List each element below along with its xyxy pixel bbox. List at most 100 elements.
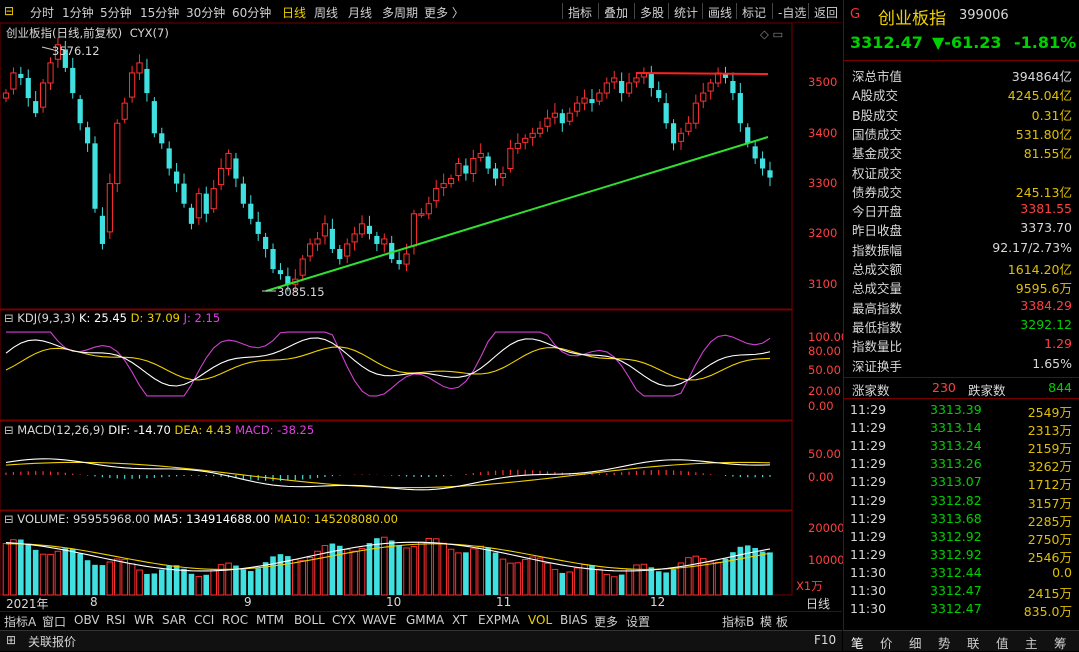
tool-4-button[interactable]: 画线: [708, 6, 733, 20]
indicator-tab-2[interactable]: OBV: [74, 613, 100, 627]
tool-2-button[interactable]: 多股: [640, 6, 665, 20]
candle-body: [418, 213, 425, 216]
indicator-tab-9[interactable]: BOLL: [294, 613, 325, 627]
indicator-tab-5[interactable]: SAR: [162, 613, 187, 627]
indicator-tab-6[interactable]: CCI: [194, 613, 215, 627]
period-0-button[interactable]: 分时: [30, 6, 55, 20]
kdj-d-line: [5, 346, 771, 381]
volume-bar: [366, 543, 373, 595]
detail-tab-3[interactable]: 势: [938, 636, 951, 651]
index-code: 399006: [959, 8, 1009, 23]
stat-label: 今日开盘: [852, 204, 903, 220]
stat-value: 531.80亿: [1015, 126, 1072, 142]
link-icon[interactable]: ⊞: [6, 633, 17, 647]
tool-1-button[interactable]: 叠加: [604, 6, 629, 20]
kdj-j-line: [6, 331, 771, 397]
index-name: 创业板指: [878, 9, 946, 29]
indicator-b-tab-0[interactable]: 指标B: [722, 615, 755, 629]
indicator-tab-17[interactable]: 更多: [594, 615, 619, 629]
detail-tab-4[interactable]: 联: [967, 636, 980, 651]
indicator-tab-7[interactable]: ROC: [222, 613, 249, 627]
stat-row: 指数振幅 92.17/2.73%: [844, 239, 1079, 258]
period-5-button[interactable]: 60分钟: [232, 6, 272, 20]
indicator-tab-18[interactable]: 设置: [626, 615, 651, 629]
indicator-tab-10[interactable]: CYX: [332, 613, 356, 627]
candle-body: [263, 236, 269, 249]
tool-0-button[interactable]: 指标: [568, 6, 593, 20]
period-6-button[interactable]: 日线: [282, 6, 307, 20]
detail-tab-7[interactable]: 筹: [1054, 636, 1067, 651]
f10-button[interactable]: F10: [814, 633, 837, 647]
candle-body: [677, 132, 685, 142]
indicator-tab-11[interactable]: WAVE: [362, 613, 397, 627]
indicator-tab-14[interactable]: EXPMA: [478, 613, 520, 627]
indicator-tab-16[interactable]: BIAS: [560, 613, 588, 627]
indicator-tab-13[interactable]: XT: [452, 613, 468, 627]
tick-row[interactable]: 11:29 3313.39 2549万: [844, 402, 1079, 420]
candle-body: [529, 132, 536, 138]
volume-bar: [425, 537, 433, 596]
period-4-button[interactable]: 30分钟: [186, 6, 226, 20]
tool-7-button[interactable]: 返回: [814, 6, 839, 20]
detail-tab-0[interactable]: 笔: [851, 636, 864, 651]
indicator-tab-15[interactable]: VOL: [528, 613, 553, 627]
chart-title: 创业板指(日线,前复权) CYX(7): [6, 25, 169, 41]
tool-6-button[interactable]: -自选: [778, 6, 807, 20]
tick-row[interactable]: 11:30 3312.47 835.0万: [844, 601, 1079, 619]
tool-5-button[interactable]: 标记: [742, 6, 767, 20]
indicator-b-tab-2[interactable]: 板: [776, 615, 789, 629]
tool-3-button[interactable]: 统计: [674, 6, 699, 20]
candle-body: [18, 73, 24, 78]
tick-row[interactable]: 11:30 3312.47 2415万: [844, 583, 1079, 601]
volume-bar: [470, 548, 477, 596]
macd-legend: ⊟ MACD(12,26,9) DIF: -14.70 DEA: 4.43 MA…: [4, 423, 314, 437]
kdj-lines: [5, 331, 771, 397]
tick-row[interactable]: 11:29 3313.26 3262万: [844, 456, 1079, 474]
macd-collapse-icon[interactable]: ⊟: [4, 423, 14, 437]
tick-row[interactable]: 11:30 3312.44 0.0: [844, 565, 1079, 583]
volume-bar: [329, 543, 336, 595]
tick-row[interactable]: 11:29 3313.07 1712万: [844, 474, 1079, 492]
detail-tab-2[interactable]: 细: [909, 636, 922, 651]
period-10-button[interactable]: 更多 〉: [424, 6, 464, 20]
resistance-trendline[interactable]: [635, 72, 769, 75]
tick-volume: 2750万: [1027, 531, 1072, 547]
indicator-tab-3[interactable]: RSI: [106, 613, 126, 627]
indicator-tab-8[interactable]: MTM: [256, 613, 285, 627]
toolbar-separator: [668, 3, 669, 19]
tick-row[interactable]: 11:29 3313.24 2159万: [844, 438, 1079, 456]
period-7-button[interactable]: 周线: [314, 6, 339, 20]
volume-bar: [573, 567, 581, 596]
volume-bar: [455, 552, 462, 596]
period-3-button[interactable]: 15分钟: [140, 6, 180, 20]
support-trendline[interactable]: [265, 136, 769, 292]
candle-body: [381, 238, 388, 245]
period-8-button[interactable]: 月线: [348, 6, 373, 20]
kdj-collapse-icon[interactable]: ⊟: [4, 311, 14, 325]
kline-chart[interactable]: [0, 23, 842, 613]
indicator-tab-0[interactable]: 指标A: [4, 615, 37, 629]
detail-tab-5[interactable]: 值: [996, 636, 1009, 651]
candle-body: [374, 235, 380, 244]
x-axis-label: 2021年: [6, 597, 49, 611]
chart-settings-icons[interactable]: ◇ ▭: [760, 27, 784, 41]
tick-row[interactable]: 11:29 3312.82 3157万: [844, 493, 1079, 511]
period-1-button[interactable]: 1分钟: [62, 6, 94, 20]
indicator-tab-1[interactable]: 窗口: [42, 615, 67, 629]
detail-tab-1[interactable]: 价: [880, 636, 893, 651]
tick-row[interactable]: 11:29 3312.92 2546万: [844, 547, 1079, 565]
period-2-button[interactable]: 5分钟: [100, 6, 132, 20]
tick-row[interactable]: 11:29 3313.68 2285万: [844, 511, 1079, 529]
detail-tab-6[interactable]: 主: [1025, 636, 1038, 651]
volume-collapse-icon[interactable]: ⊟: [4, 512, 14, 526]
indicator-tab-12[interactable]: GMMA: [406, 613, 445, 627]
expand-icon[interactable]: ⊟: [4, 4, 15, 18]
toolbar-separator: [736, 3, 737, 19]
indicator-tab-4[interactable]: WR: [134, 613, 155, 627]
indicator-b-tab-1[interactable]: 模: [760, 615, 773, 629]
stat-label: 基金成交: [852, 146, 903, 162]
tick-row[interactable]: 11:29 3313.14 2313万: [844, 420, 1079, 438]
linked-quote-button[interactable]: 关联报价: [28, 635, 77, 649]
period-9-button[interactable]: 多周期: [382, 6, 419, 20]
tick-row[interactable]: 11:29 3312.92 2750万: [844, 529, 1079, 547]
